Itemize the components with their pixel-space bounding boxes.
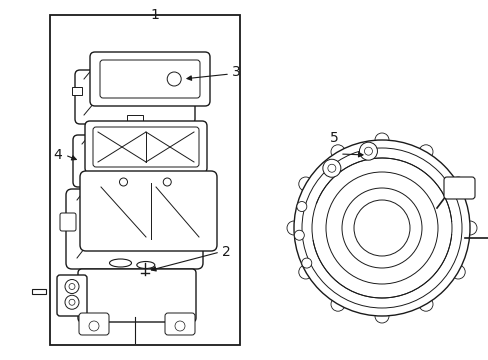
Circle shape <box>418 145 432 159</box>
Circle shape <box>450 177 464 191</box>
Circle shape <box>294 230 304 240</box>
Circle shape <box>65 295 79 309</box>
Circle shape <box>69 284 75 289</box>
Circle shape <box>175 321 184 331</box>
FancyBboxPatch shape <box>75 70 195 124</box>
Circle shape <box>327 164 335 172</box>
Circle shape <box>163 178 171 186</box>
FancyBboxPatch shape <box>164 313 195 335</box>
FancyBboxPatch shape <box>85 121 206 173</box>
Bar <box>32 289 46 294</box>
Bar <box>127 115 142 123</box>
Circle shape <box>330 145 345 159</box>
FancyBboxPatch shape <box>443 177 474 199</box>
Text: 2: 2 <box>222 245 230 259</box>
Circle shape <box>69 299 75 305</box>
Circle shape <box>374 309 388 323</box>
Circle shape <box>89 321 99 331</box>
Circle shape <box>167 72 181 86</box>
Text: 3: 3 <box>231 65 240 79</box>
Circle shape <box>65 279 79 293</box>
Circle shape <box>330 297 345 311</box>
Text: 4: 4 <box>53 148 62 162</box>
Circle shape <box>296 202 306 212</box>
Text: 5: 5 <box>329 131 338 145</box>
FancyBboxPatch shape <box>57 275 87 316</box>
Circle shape <box>298 265 312 279</box>
Circle shape <box>364 147 372 155</box>
FancyBboxPatch shape <box>80 171 217 251</box>
Ellipse shape <box>109 259 131 267</box>
FancyBboxPatch shape <box>79 313 109 335</box>
FancyBboxPatch shape <box>78 269 196 322</box>
FancyBboxPatch shape <box>90 52 209 106</box>
Text: 1: 1 <box>150 8 159 22</box>
Circle shape <box>298 177 312 191</box>
Circle shape <box>301 258 311 268</box>
Circle shape <box>462 221 476 235</box>
Circle shape <box>418 297 432 311</box>
Bar <box>72 87 82 95</box>
Bar <box>50 15 240 345</box>
Ellipse shape <box>137 261 155 269</box>
Circle shape <box>359 142 377 160</box>
Circle shape <box>374 133 388 147</box>
FancyBboxPatch shape <box>60 213 76 231</box>
FancyBboxPatch shape <box>100 60 200 98</box>
FancyBboxPatch shape <box>66 189 203 269</box>
Circle shape <box>293 140 469 316</box>
Circle shape <box>119 178 127 186</box>
FancyBboxPatch shape <box>73 135 195 187</box>
Circle shape <box>286 221 301 235</box>
Circle shape <box>322 159 340 177</box>
Circle shape <box>450 265 464 279</box>
